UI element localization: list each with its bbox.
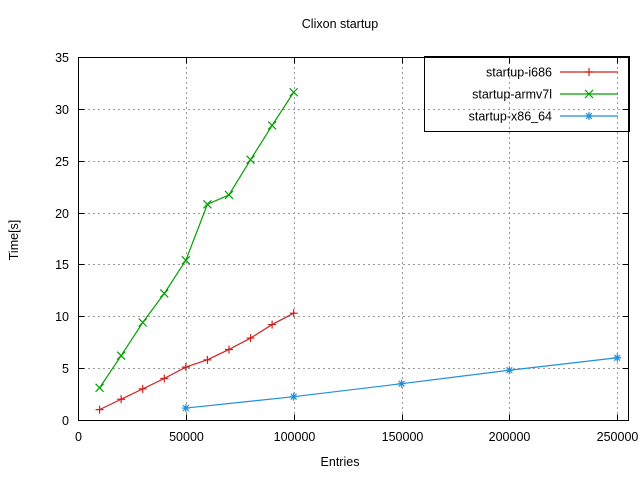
x-tick-label: 150000 (382, 430, 424, 444)
data-point-marker (289, 87, 299, 97)
data-point-marker (181, 363, 190, 372)
data-point-marker (268, 320, 277, 329)
series-startup-x86_64 (181, 353, 622, 413)
chart-legend: startup-i686 startup-armv7l startup-x86_64 (424, 56, 630, 132)
data-point-marker (95, 405, 104, 414)
y-tick-label: 30 (55, 103, 69, 117)
x-axis-tick-labels: 0 50000 100000 150000 200000 250000 (75, 430, 638, 444)
data-point-marker (181, 404, 190, 413)
data-series (95, 87, 622, 414)
series-line (99, 91, 295, 389)
data-point-marker (181, 255, 191, 265)
data-point-marker (267, 121, 277, 130)
chart-title: Clixon startup (302, 17, 378, 31)
x-tick-label: 100000 (274, 430, 316, 444)
y-tick-label: 0 (62, 414, 69, 428)
legend-border (424, 56, 630, 132)
series-startup-armv7l (95, 87, 299, 393)
data-point-marker (138, 384, 147, 393)
x-tick-label: 0 (75, 430, 82, 444)
legend-entry-startup-x86_64[interactable]: startup-x86_64 (469, 110, 618, 124)
data-point-marker (116, 351, 126, 361)
y-tick-label: 35 (55, 51, 69, 65)
data-point-marker (613, 353, 622, 362)
data-point-marker (203, 355, 212, 364)
x-tick-label: 200000 (489, 430, 531, 444)
data-point-marker (585, 68, 593, 76)
legend-label: startup-armv7l (472, 88, 552, 102)
data-point-marker (95, 383, 104, 393)
series-startup-i686 (95, 309, 298, 414)
data-point-marker (289, 309, 298, 318)
gridlines (78, 57, 628, 420)
legend-entry-startup-armv7l[interactable]: startup-armv7l (472, 88, 618, 102)
data-point-marker (505, 366, 514, 375)
data-point-marker (159, 289, 169, 298)
tick-marks (78, 57, 629, 421)
data-point-marker (246, 334, 255, 343)
legend-label: startup-x86_64 (469, 110, 552, 124)
data-point-marker (289, 392, 298, 401)
data-point-marker (138, 318, 148, 327)
data-point-marker (202, 199, 212, 209)
y-tick-label: 10 (55, 310, 69, 324)
x-axis-title: Entries (321, 455, 360, 469)
series-line (99, 312, 294, 411)
x-tick-label: 50000 (169, 430, 204, 444)
legend-label: startup-i686 (486, 66, 552, 80)
data-point-marker (397, 379, 406, 388)
data-point-marker (224, 190, 234, 200)
legend-entry-startup-i686[interactable]: startup-i686 (486, 66, 618, 80)
y-axis-title: Time[s] (7, 220, 21, 261)
y-tick-label: 15 (55, 258, 69, 272)
data-point-marker (246, 155, 255, 165)
data-point-marker (160, 374, 169, 383)
data-point-marker (117, 395, 126, 404)
y-tick-label: 5 (62, 362, 69, 376)
y-axis-tick-labels: 0 5 10 15 20 25 30 35 (55, 51, 69, 428)
y-tick-label: 25 (55, 155, 69, 169)
data-point-marker (585, 112, 593, 120)
x-tick-label: 250000 (597, 430, 639, 444)
data-point-marker (584, 89, 594, 99)
data-point-marker (224, 345, 233, 354)
y-tick-label: 20 (55, 207, 69, 221)
